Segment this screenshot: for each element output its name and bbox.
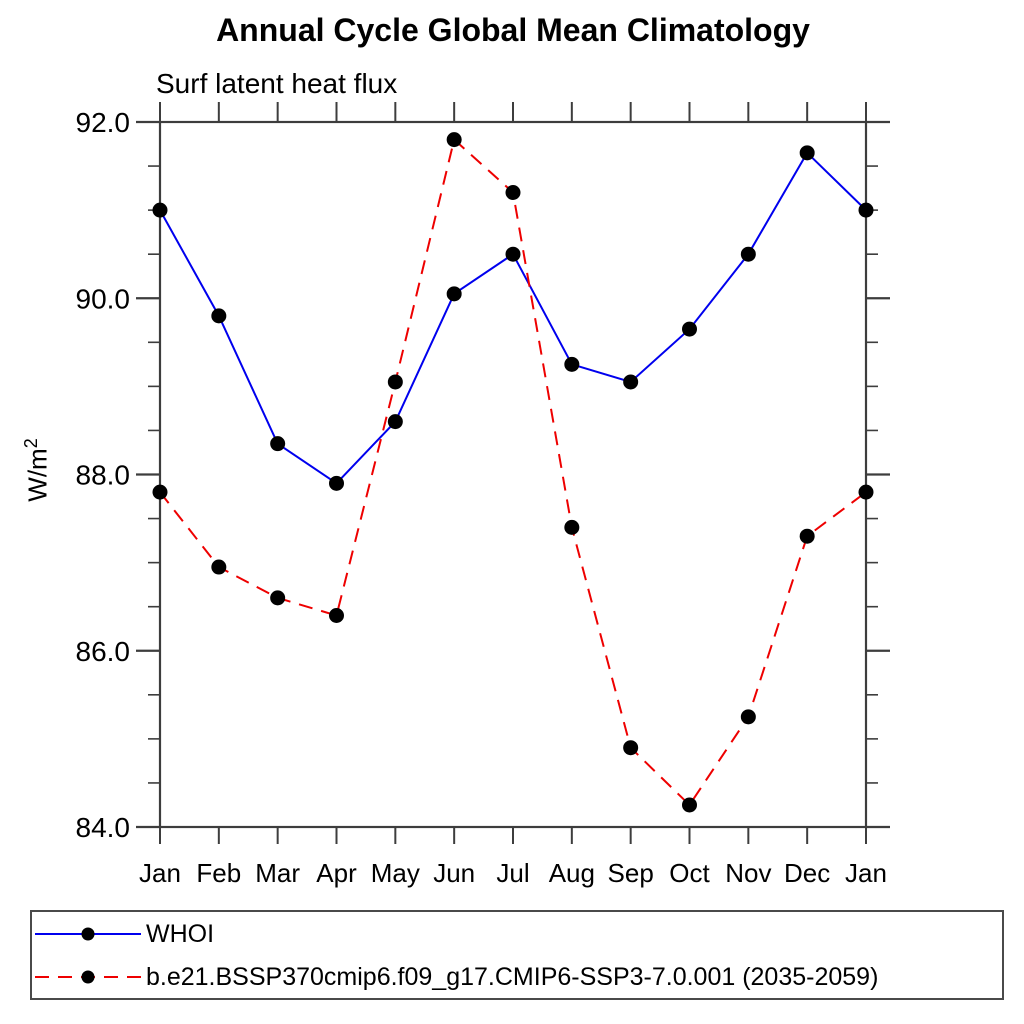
data-point-whoi-sep [623, 374, 639, 390]
data-point-ssp370-dec [799, 528, 815, 544]
x-tick-label: Mar [255, 858, 300, 888]
data-point-ssp370-jun [446, 132, 462, 148]
data-point-whoi-feb [211, 308, 227, 324]
data-point-ssp370-nov [740, 709, 756, 725]
data-point-ssp370-jul [505, 185, 521, 200]
chart-title: Annual Cycle Global Mean Climatology [216, 12, 810, 48]
x-tick-label: Nov [725, 858, 771, 888]
x-tick-label: Dec [784, 858, 830, 888]
plot-frame [158, 120, 868, 829]
data-point-whoi-jan [858, 202, 874, 218]
data-point-whoi-aug [564, 356, 580, 372]
x-tick-label: Apr [316, 858, 357, 888]
y-axis-label: W/m2 [21, 390, 61, 550]
y-tick-label: 88.0 [76, 460, 131, 491]
legend-sample-marker-whoi [81, 927, 95, 941]
legend-sample-marker-ssp370 [81, 970, 95, 984]
data-point-ssp370-oct [682, 797, 697, 813]
data-point-whoi-jul [505, 246, 521, 262]
data-point-whoi-nov [740, 246, 756, 262]
chart-subtitle: Surf latent heat flux [156, 68, 398, 99]
legend-label-ssp370: b.e21.BSSP370cmip6.f09_g17.CMIP6-SSP3-7.… [146, 963, 879, 991]
data-point-ssp370-aug [564, 519, 580, 535]
y-axis-label-base: W/m [22, 448, 53, 502]
y-tick-label: 92.0 [76, 107, 131, 138]
y-tick-label: 84.0 [76, 812, 131, 843]
legend-label-whoi: WHOI [146, 920, 215, 948]
x-tick-label: Jan [845, 858, 887, 888]
data-point-whoi-apr [329, 475, 344, 491]
data-point-ssp370-mar [270, 590, 286, 606]
data-point-whoi-oct [682, 321, 697, 337]
data-point-ssp370-may [387, 374, 403, 390]
y-tick-label: 86.0 [76, 636, 131, 667]
data-point-ssp370-jan [152, 484, 168, 500]
legend-line-sample-whoi [35, 927, 141, 941]
y-tick-label: 90.0 [76, 283, 131, 314]
x-tick-label: Jan [139, 858, 181, 888]
legend-line-sample-ssp370 [35, 970, 141, 984]
data-point-whoi-jun [446, 286, 462, 302]
series-line-whoi [159, 151, 867, 485]
data-point-ssp370-jan [858, 484, 874, 500]
legend: WHOI b.e21.BSSP370cmip6.f09_g17.CMIP6-SS… [30, 910, 1004, 1000]
legend-entry-ssp370: b.e21.BSSP370cmip6.f09_g17.CMIP6-SSP3-7.… [35, 963, 879, 991]
data-point-ssp370-apr [329, 608, 344, 623]
x-tick-label: Sep [608, 858, 654, 888]
data-point-whoi-mar [270, 436, 286, 452]
x-tick-label: Jul [496, 858, 529, 888]
data-point-ssp370-sep [623, 740, 639, 756]
data-point-whoi-jan [152, 202, 168, 218]
x-tick-label: Aug [549, 858, 595, 888]
x-tick-label: Jun [433, 858, 475, 888]
data-point-whoi-may [387, 414, 403, 430]
x-tick-label: Feb [196, 858, 241, 888]
data-point-ssp370-feb [211, 559, 227, 575]
x-tick-label: May [371, 858, 420, 888]
data-point-whoi-dec [799, 145, 815, 161]
x-tick-label: Oct [669, 858, 710, 888]
legend-entry-whoi: WHOI [35, 920, 215, 948]
series-line-ssp370 [159, 137, 867, 807]
y-axis-label-exponent: 2 [21, 438, 41, 449]
